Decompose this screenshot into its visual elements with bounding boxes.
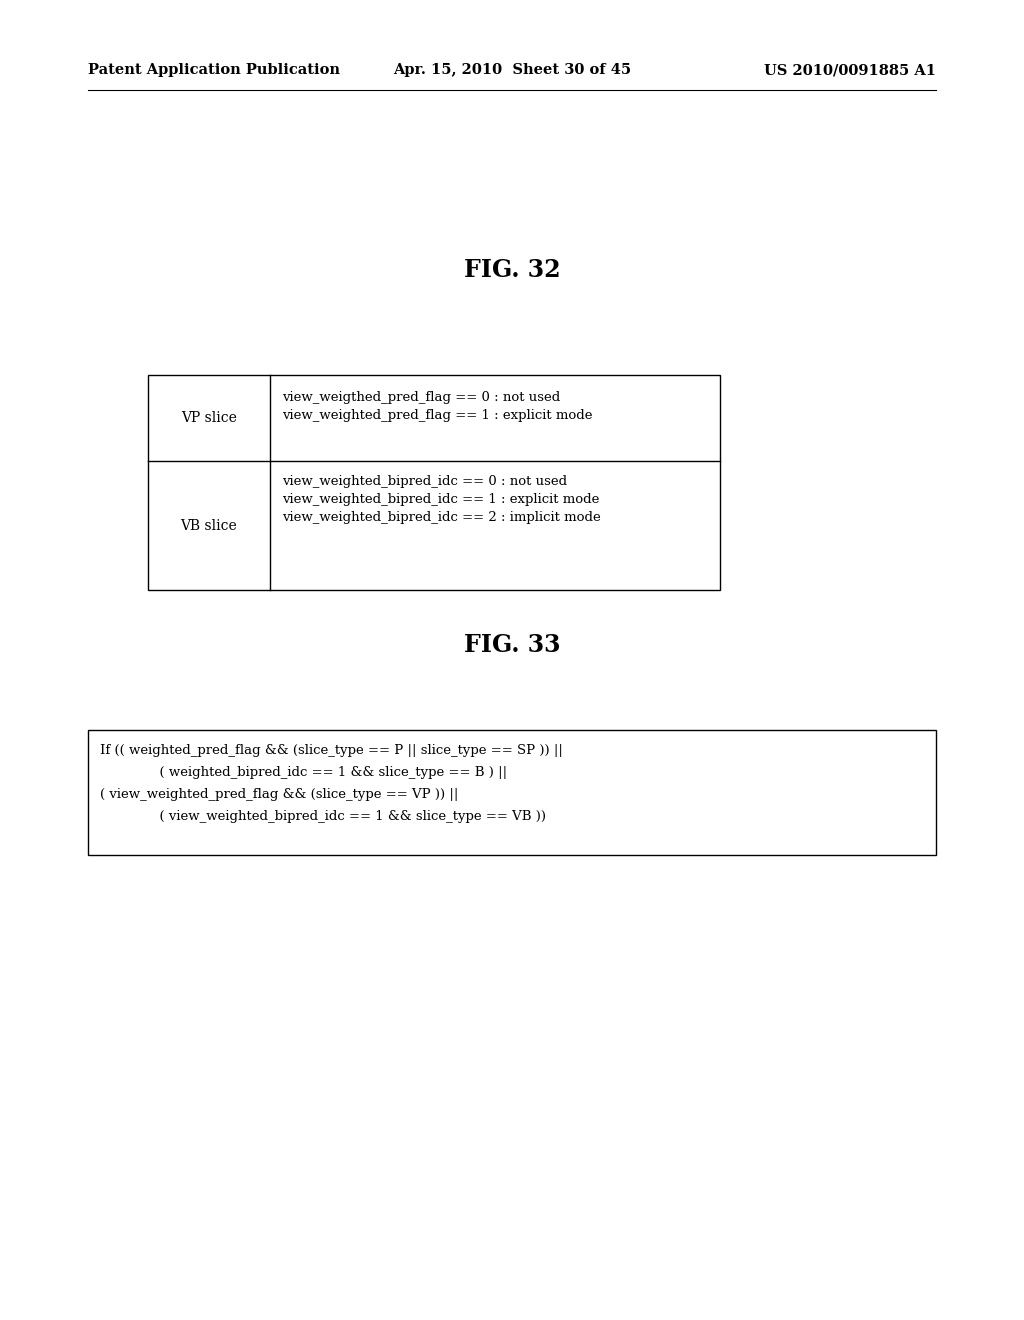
Text: VB slice: VB slice (180, 519, 238, 532)
Text: view_weighted_pred_flag == 1 : explicit mode: view_weighted_pred_flag == 1 : explicit … (282, 409, 593, 422)
Text: If (( weighted_pred_flag && (slice_type == P || slice_type == SP )) ||: If (( weighted_pred_flag && (slice_type … (100, 744, 563, 756)
Text: VP slice: VP slice (181, 411, 237, 425)
Text: ( view_weighted_bipred_idc == 1 && slice_type == VB )): ( view_weighted_bipred_idc == 1 && slice… (100, 810, 546, 822)
Text: view_weighted_bipred_idc == 1 : explicit mode: view_weighted_bipred_idc == 1 : explicit… (282, 492, 599, 506)
Bar (148, 375, 720, 590)
Text: view_weighted_bipred_idc == 2 : implicit mode: view_weighted_bipred_idc == 2 : implicit… (282, 511, 601, 524)
Text: US 2010/0091885 A1: US 2010/0091885 A1 (764, 63, 936, 77)
Text: Patent Application Publication: Patent Application Publication (88, 63, 340, 77)
Text: view_weigthed_pred_flag == 0 : not used: view_weigthed_pred_flag == 0 : not used (282, 391, 560, 404)
Text: Apr. 15, 2010  Sheet 30 of 45: Apr. 15, 2010 Sheet 30 of 45 (393, 63, 631, 77)
Text: ( weighted_bipred_idc == 1 && slice_type == B ) ||: ( weighted_bipred_idc == 1 && slice_type… (100, 766, 507, 779)
Bar (88, 730, 936, 855)
Text: ( view_weighted_pred_flag && (slice_type == VP )) ||: ( view_weighted_pred_flag && (slice_type… (100, 788, 459, 801)
Text: FIG. 32: FIG. 32 (464, 257, 560, 282)
Text: FIG. 33: FIG. 33 (464, 634, 560, 657)
Text: view_weighted_bipred_idc == 0 : not used: view_weighted_bipred_idc == 0 : not used (282, 475, 567, 488)
